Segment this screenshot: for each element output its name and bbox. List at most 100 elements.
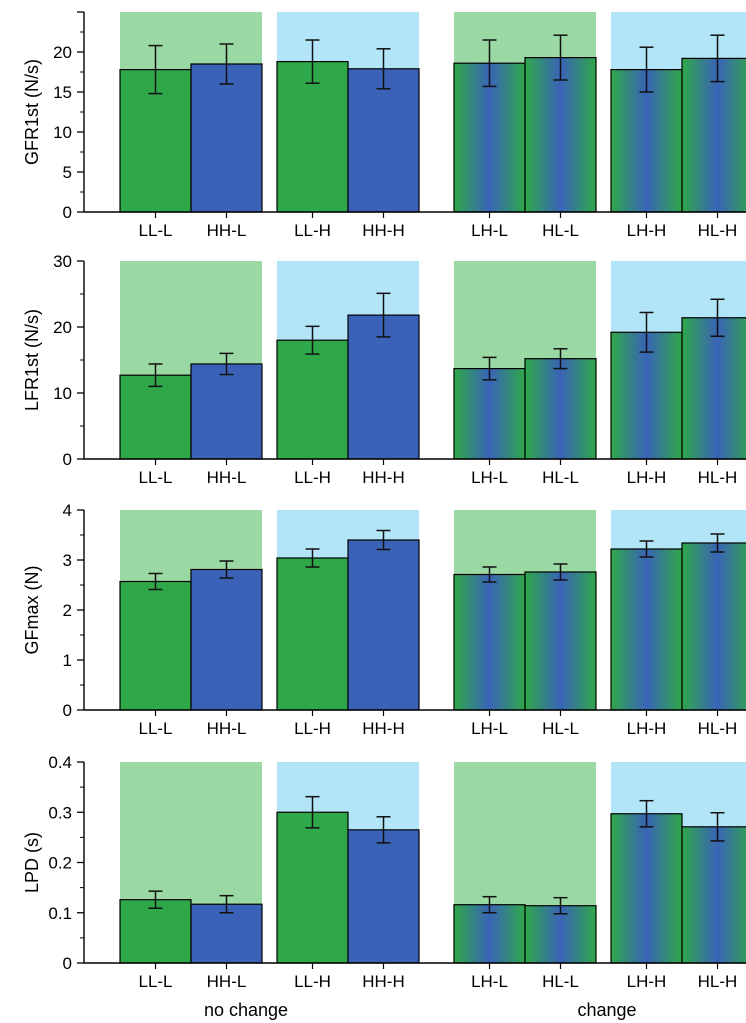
- error-bar-hh-l: [219, 43, 234, 85]
- error-bar-lh-l: [482, 356, 497, 381]
- bar-ll-h: [276, 60, 349, 213]
- bar-lh-h: [610, 68, 683, 213]
- bar-hl-l: [524, 56, 597, 213]
- error-bar-hl-l: [553, 896, 568, 915]
- error-bar-hh-l: [219, 894, 234, 914]
- x-tick-label-hh-h: HH-H: [362, 468, 405, 487]
- x-tick-label-hh-l: HH-L: [207, 719, 247, 738]
- error-bar-lh-l: [482, 895, 497, 914]
- x-tick-label-ll-l: LL-L: [138, 719, 172, 738]
- bar-hh-l: [190, 363, 263, 460]
- bar-hl-l: [524, 905, 597, 964]
- y-tick-label: 3: [63, 551, 72, 570]
- y-tick-label: 20: [53, 43, 72, 62]
- x-tick-label-hl-l: HL-L: [542, 719, 579, 738]
- x-tick-label-hl-l: HL-L: [542, 972, 579, 991]
- error-bar-hh-h: [376, 816, 391, 844]
- x-tick-label-lh-h: LH-H: [627, 221, 667, 240]
- x-tick-label-hh-h: HH-H: [362, 719, 405, 738]
- error-bar-lh-l: [482, 566, 497, 583]
- bar-hh-l: [190, 568, 263, 711]
- y-tick-label: 5: [63, 163, 72, 182]
- y-tick-label: 0.3: [48, 803, 72, 822]
- error-bar-lh-h: [639, 46, 654, 93]
- y-tick-label: 0.1: [48, 904, 72, 923]
- y-tick-label: 0: [63, 701, 72, 720]
- x-tick-label-hl-h: HL-H: [698, 221, 738, 240]
- chart-panel-1: LL-L HH-L LL-H HH-H LH-L HL-L LH-H HL-H 0 5 10 15 20…: [22, 11, 746, 240]
- bar-lh-l: [453, 573, 526, 711]
- x-tick-label-hl-h: HL-H: [698, 972, 738, 991]
- bar-ll-l: [119, 899, 192, 964]
- bar-hh-l: [190, 63, 263, 213]
- x-tick-label-ll-h: LL-H: [294, 221, 331, 240]
- error-bar-hl-l: [553, 34, 568, 81]
- error-bar-lh-h: [639, 311, 654, 353]
- bar-hl-h: [681, 542, 746, 711]
- bar-hh-l: [190, 903, 263, 964]
- x-tick-label-lh-l: LH-L: [471, 972, 508, 991]
- error-bar-hh-h: [376, 48, 391, 90]
- x-tick-label-hl-l: HL-L: [542, 468, 579, 487]
- error-bar-hl-l: [553, 563, 568, 581]
- x-tick-label-ll-h: LL-H: [294, 972, 331, 991]
- x-tick-label-lh-h: LH-H: [627, 972, 667, 991]
- y-tick-label: 0: [63, 203, 72, 222]
- y-tick-label: 1: [63, 651, 72, 670]
- error-bar-lh-h: [639, 799, 654, 828]
- error-bar-ll-l: [148, 572, 163, 591]
- error-bar-ll-h: [305, 795, 320, 829]
- bar-ll-h: [276, 811, 349, 964]
- bar-ll-l: [119, 580, 192, 711]
- x-tick-label-lh-h: LH-H: [627, 468, 667, 487]
- chart-panel-3: LL-L HH-L LL-H HH-H LH-L HL-L LH-H HL-H 0 1 2 3 4 GFm…: [22, 501, 746, 738]
- y-tick-label: 0.2: [48, 854, 72, 873]
- error-bar-ll-l: [148, 363, 163, 388]
- group-label-no-change: no change: [204, 1000, 288, 1020]
- bar-hl-l: [524, 358, 597, 460]
- x-tick-label-hl-l: HL-L: [542, 221, 579, 240]
- group-label-change: change: [577, 1000, 636, 1020]
- bar-lh-l: [453, 367, 526, 460]
- bar-hl-h: [681, 826, 746, 964]
- bar-ll-l: [119, 374, 192, 460]
- error-bar-ll-l: [148, 890, 163, 909]
- bar-lh-h: [610, 813, 683, 964]
- error-bar-ll-l: [148, 44, 163, 95]
- y-tick-label: 0: [63, 954, 72, 973]
- bar-lh-h: [610, 548, 683, 711]
- y-axis-label: GFR1st (N/s): [22, 59, 42, 165]
- bar-lh-h: [610, 331, 683, 460]
- y-tick-label: 0.4: [48, 753, 72, 772]
- error-bar-lh-l: [482, 39, 497, 88]
- y-axis-label: LFR1st (N/s): [22, 309, 42, 411]
- bar-hl-h: [681, 317, 746, 460]
- bar-ll-h: [276, 557, 349, 711]
- error-bar-hl-h: [710, 812, 725, 842]
- bar-hl-h: [681, 57, 746, 213]
- y-tick-label: 10: [53, 384, 72, 403]
- y-axis-label: LPD (s): [22, 832, 42, 893]
- x-tick-label-ll-l: LL-L: [138, 221, 172, 240]
- y-tick-label: 2: [63, 601, 72, 620]
- bar-ll-h: [276, 339, 349, 460]
- error-bar-ll-h: [305, 325, 320, 355]
- error-bar-hh-h: [376, 529, 391, 551]
- x-tick-label-ll-l: LL-L: [138, 972, 172, 991]
- x-tick-label-hh-h: HH-H: [362, 221, 405, 240]
- bar-hh-h: [347, 829, 420, 964]
- x-tick-label-lh-l: LH-L: [471, 719, 508, 738]
- error-bar-lh-h: [639, 540, 654, 558]
- y-tick-label: 0: [63, 450, 72, 469]
- error-bar-ll-h: [305, 39, 320, 84]
- chart-panel-4: LL-L HH-L LL-H HH-H LH-L HL-L LH-H HL-H 0 0.1 0.2 0…: [22, 753, 746, 991]
- bar-hh-h: [347, 68, 420, 213]
- y-tick-label: 20: [53, 318, 72, 337]
- x-tick-label-hl-h: HL-H: [698, 468, 738, 487]
- error-bar-hl-h: [710, 298, 725, 337]
- error-bar-ll-h: [305, 548, 320, 568]
- error-bar-hl-h: [710, 34, 725, 83]
- x-tick-label-lh-l: LH-L: [471, 221, 508, 240]
- x-tick-label-lh-h: LH-H: [627, 719, 667, 738]
